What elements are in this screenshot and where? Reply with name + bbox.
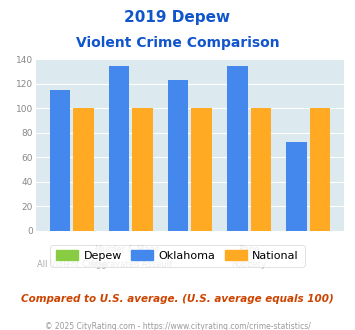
Text: 2019 Depew: 2019 Depew	[125, 10, 230, 25]
Bar	[109, 66, 130, 231]
Text: Rape: Rape	[238, 245, 260, 254]
Bar	[251, 109, 271, 231]
Legend: Depew, Oklahoma, National: Depew, Oklahoma, National	[50, 245, 305, 267]
Bar	[50, 90, 70, 231]
Bar	[191, 109, 212, 231]
Bar	[286, 142, 307, 231]
Text: © 2025 CityRating.com - https://www.cityrating.com/crime-statistics/: © 2025 CityRating.com - https://www.city…	[45, 322, 310, 330]
Text: Aggravated Assault: Aggravated Assault	[90, 260, 172, 269]
Bar	[132, 109, 153, 231]
Bar	[73, 109, 94, 231]
Text: All Violent Crime: All Violent Crime	[37, 260, 107, 269]
Text: Robbery: Robbery	[231, 260, 267, 269]
Text: Compared to U.S. average. (U.S. average equals 100): Compared to U.S. average. (U.S. average …	[21, 294, 334, 304]
Bar	[227, 66, 247, 231]
Bar	[310, 109, 330, 231]
Text: Murder & Mans...: Murder & Mans...	[95, 245, 167, 254]
Text: Violent Crime Comparison: Violent Crime Comparison	[76, 36, 279, 50]
Bar	[168, 80, 189, 231]
